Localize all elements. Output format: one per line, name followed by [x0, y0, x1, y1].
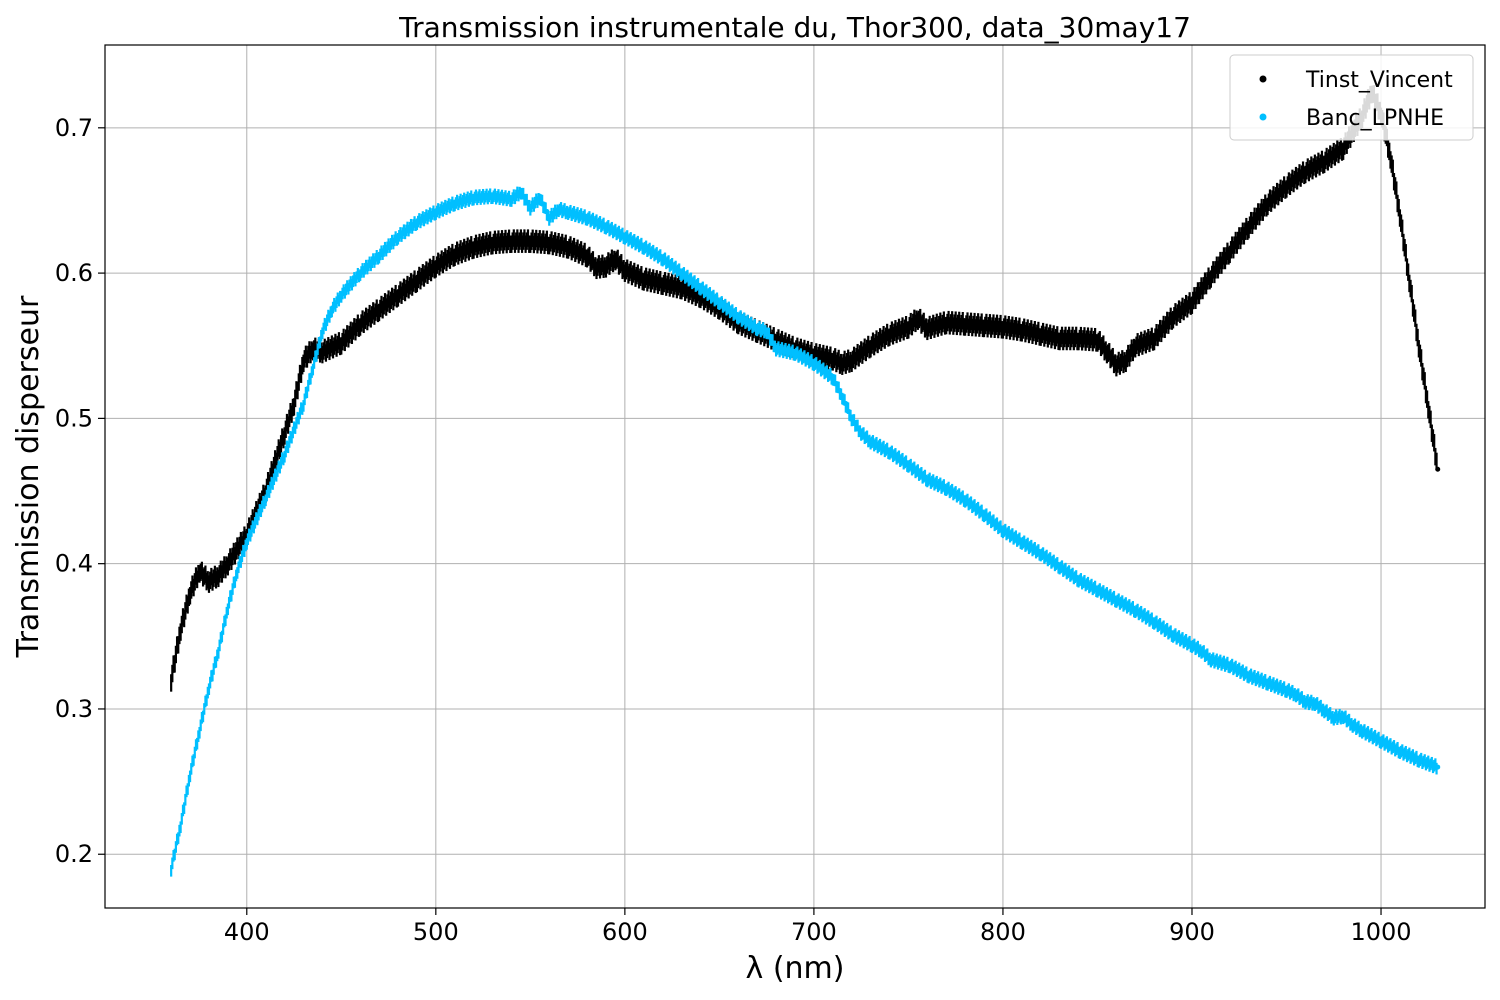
y-tick-label: 0.6: [55, 259, 93, 287]
legend-label: Tinst_Vincent: [1305, 68, 1453, 93]
x-tick-label: 900: [1169, 918, 1215, 946]
y-tick-label: 0.3: [55, 695, 93, 723]
plot-frame: [104, 44, 1486, 909]
legend-marker: [1259, 75, 1267, 83]
x-tick-label: 700: [791, 918, 837, 946]
ticks: 400 500 600 700 800 900 1000 0.2 0.3 0.4 0.5 0.6 0.7: [55, 114, 1412, 946]
x-tick-label: 800: [980, 918, 1026, 946]
x-tick-label: 500: [413, 918, 459, 946]
x-tick-label: 600: [602, 918, 648, 946]
legend: Tinst_Vincent Banc_LPNHE: [1229, 54, 1474, 141]
x-tick-label: 1000: [1350, 918, 1411, 946]
grid: [105, 45, 1485, 908]
data-point: [1435, 764, 1441, 770]
series-Tinst_Vincent: [170, 85, 1441, 692]
legend-label: Banc_LPNHE: [1306, 106, 1444, 131]
x-tick-label: 400: [224, 918, 270, 946]
series-Banc_LPNHE: [170, 186, 1441, 877]
series-layer: [170, 85, 1441, 877]
y-tick-label: 0.7: [55, 114, 93, 142]
y-axis-label: Transmission disperseur: [11, 295, 46, 658]
legend-marker: [1259, 113, 1267, 121]
y-tick-label: 0.5: [55, 404, 93, 432]
y-tick-label: 0.2: [55, 840, 93, 868]
y-tick-label: 0.4: [55, 550, 93, 578]
data-point: [1435, 466, 1441, 472]
chart-title: Transmission instrumentale du, Thor300, …: [398, 11, 1191, 44]
legend-box: [1229, 54, 1474, 141]
x-axis-label: λ (nm): [746, 951, 845, 986]
